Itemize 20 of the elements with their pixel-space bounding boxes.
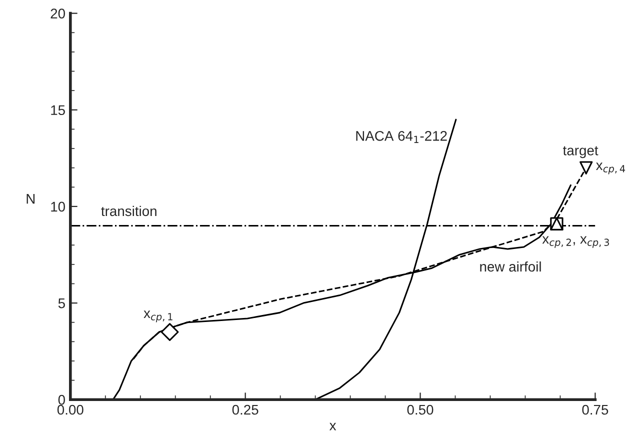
series-label: x$_{cp,2}$, x$_{cp,3}$	[542, 236, 609, 248]
y-tick-label: 10	[51, 202, 65, 212]
x-axis-title: x	[329, 422, 336, 430]
x-tick-label: 0.00	[57, 404, 84, 415]
series-label: NACA 64$_{1}$-212	[356, 131, 447, 143]
x-tick-label: 0.25	[232, 404, 258, 415]
series-label: x$_{cp,1}$	[144, 310, 172, 322]
series-label: new airfoil	[480, 261, 541, 272]
x-tick-label: 0.75	[582, 404, 608, 415]
annotation: x$_{cp,4}$	[596, 162, 626, 174]
y-tick-label: 5	[58, 298, 65, 308]
y-axis-title: N	[26, 194, 35, 204]
y-tick-label: 20	[50, 8, 65, 18]
point	[160, 323, 179, 341]
ref-line-label: transition	[101, 206, 156, 216]
y-tick-label: 15	[51, 105, 65, 116]
y-tick-label: 0	[58, 394, 65, 405]
point	[580, 161, 593, 174]
x-tick-label: 0.50	[407, 404, 434, 415]
series-label: target	[563, 146, 598, 158]
